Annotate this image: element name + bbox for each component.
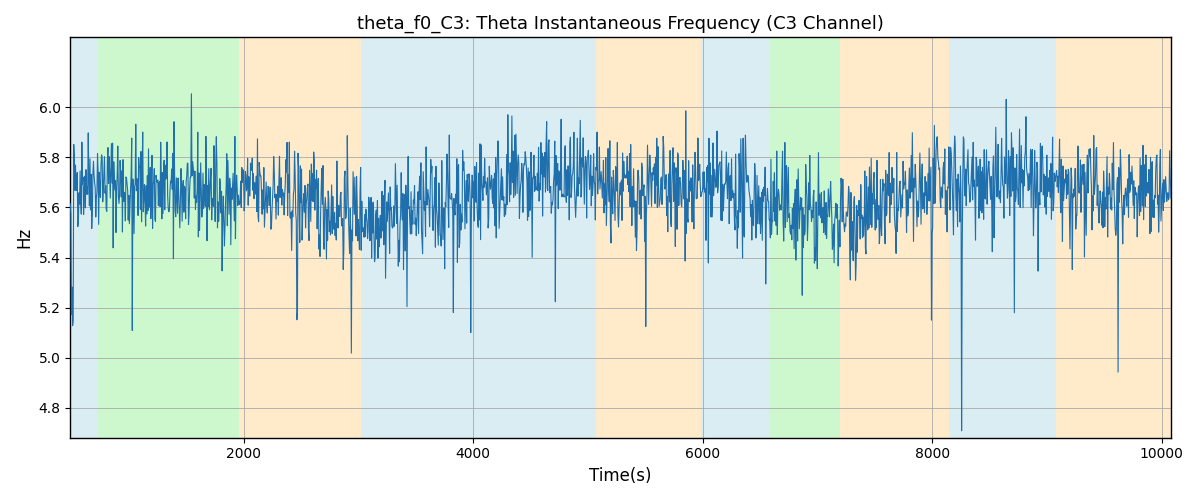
Bar	[714, 38, 731, 438]
Title: theta_f0_C3: Theta Instantaneous Frequency (C3 Channel): theta_f0_C3: Theta Instantaneous Frequen…	[358, 15, 884, 34]
Bar	[596, 38, 649, 438]
Bar	[769, 38, 840, 438]
Bar	[361, 38, 388, 438]
Bar	[71, 38, 97, 438]
Bar	[840, 38, 949, 438]
Y-axis label: Hz: Hz	[16, 227, 34, 248]
X-axis label: Time(s): Time(s)	[589, 467, 652, 485]
Bar	[702, 38, 714, 438]
Bar	[731, 38, 769, 438]
Bar	[239, 38, 361, 438]
Bar	[949, 38, 1056, 438]
Bar	[388, 38, 419, 438]
Bar	[97, 38, 239, 438]
Bar	[649, 38, 702, 438]
Bar	[1056, 38, 1171, 438]
Bar	[419, 38, 596, 438]
